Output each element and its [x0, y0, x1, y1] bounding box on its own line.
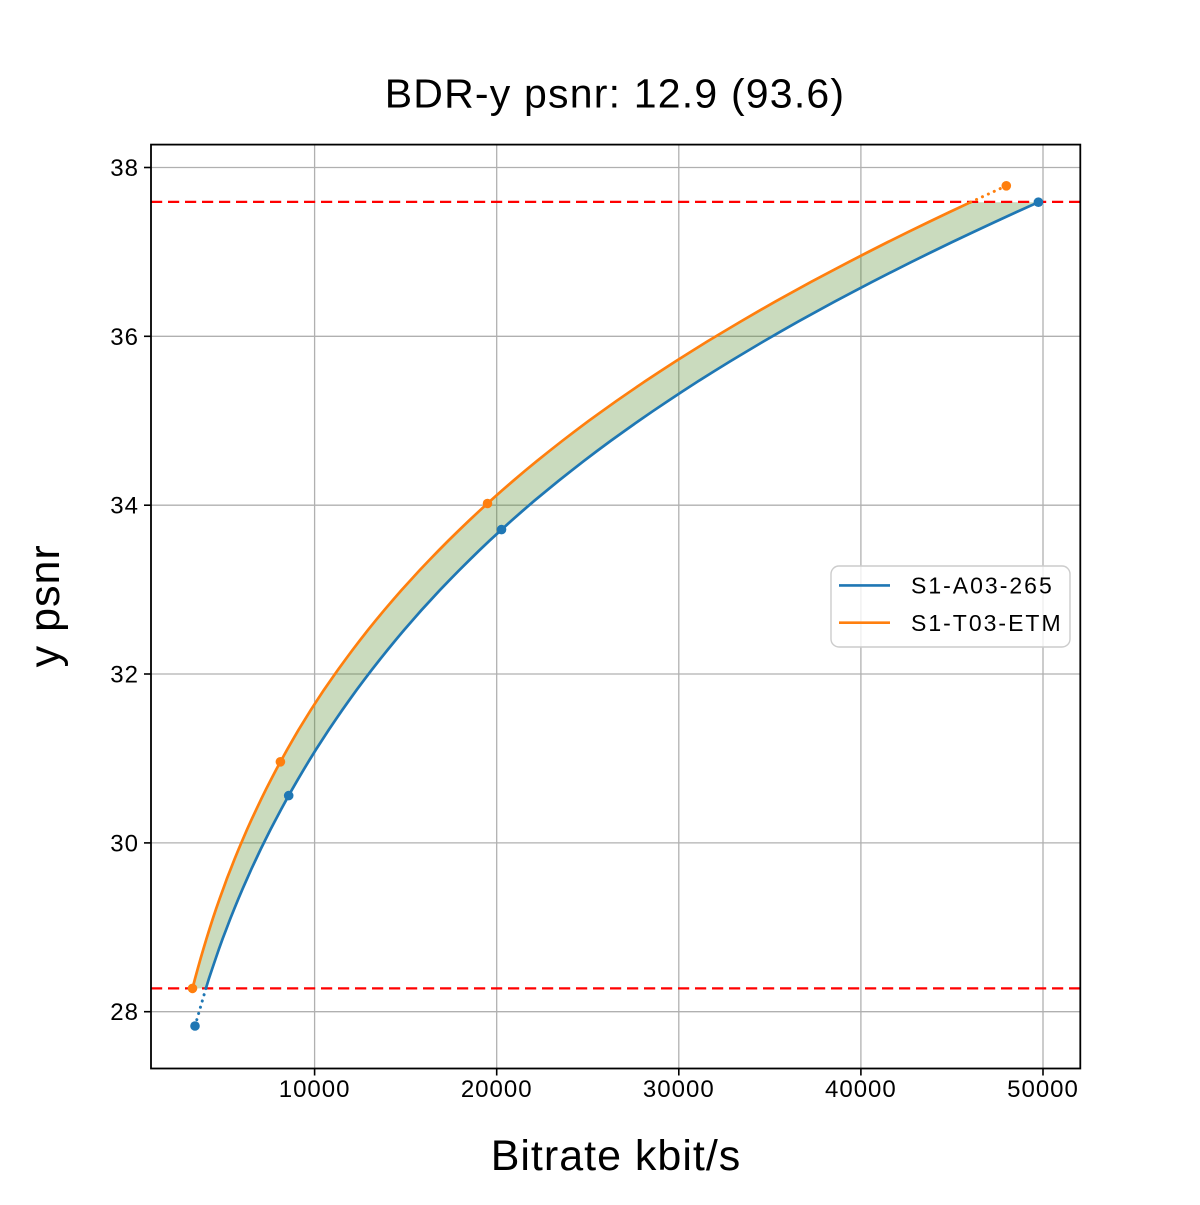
- svg-text:y psnr: y psnr: [21, 544, 69, 667]
- svg-text:30000: 30000: [643, 1076, 715, 1103]
- svg-text:36: 36: [110, 324, 139, 351]
- svg-text:BDR-y psnr: 12.9 (93.6): BDR-y psnr: 12.9 (93.6): [385, 71, 846, 117]
- svg-text:S1-T03-ETM: S1-T03-ETM: [911, 610, 1063, 636]
- svg-text:10000: 10000: [279, 1076, 351, 1103]
- svg-text:38: 38: [110, 155, 139, 182]
- svg-text:34: 34: [110, 493, 139, 520]
- svg-text:32: 32: [110, 662, 139, 689]
- svg-text:50000: 50000: [1007, 1076, 1079, 1103]
- svg-text:40000: 40000: [825, 1076, 897, 1103]
- svg-text:28: 28: [110, 999, 139, 1026]
- svg-text:30: 30: [110, 830, 139, 857]
- svg-text:20000: 20000: [461, 1076, 533, 1103]
- svg-text:Bitrate kbit/s: Bitrate kbit/s: [491, 1132, 742, 1180]
- svg-text:S1-A03-265: S1-A03-265: [911, 573, 1054, 599]
